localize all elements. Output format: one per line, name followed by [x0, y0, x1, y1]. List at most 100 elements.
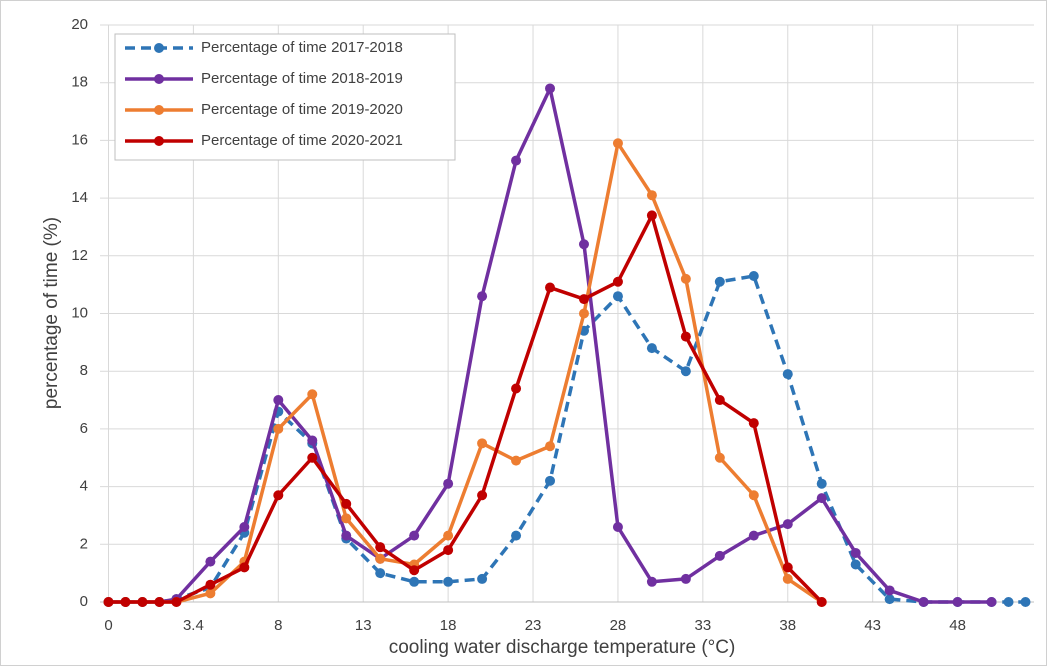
data-point: [171, 597, 182, 607]
x-tick-label: 0: [104, 617, 112, 634]
data-point: [782, 369, 793, 380]
data-point: [646, 190, 657, 201]
data-point: [748, 418, 759, 429]
data-point: [307, 389, 318, 400]
data-point: [341, 530, 352, 541]
data-point: [511, 383, 522, 394]
data-point: [375, 553, 386, 564]
data-point: [307, 435, 318, 446]
data-point: [782, 519, 793, 530]
data-point: [952, 597, 963, 607]
data-point: [137, 597, 148, 607]
x-axis-title: cooling water discharge temperature (°C): [389, 637, 736, 658]
data-point: [850, 559, 861, 570]
data-point: [816, 597, 827, 607]
data-point: [646, 576, 657, 587]
data-point: [680, 366, 691, 377]
data-point: [511, 155, 522, 166]
legend-box: [114, 33, 456, 161]
data-point: [307, 452, 318, 463]
x-tick-label: 28: [610, 617, 627, 634]
data-point: [477, 490, 488, 501]
data-point: [477, 438, 488, 449]
data-point: [239, 562, 250, 573]
data-point: [375, 542, 386, 553]
x-tick-label: 48: [949, 617, 966, 634]
data-point: [443, 478, 454, 489]
legend-marker: [154, 105, 164, 115]
data-point: [612, 521, 623, 532]
data-point: [578, 239, 589, 250]
data-point: [748, 270, 759, 281]
data-point: [680, 573, 691, 584]
data-point: [443, 576, 454, 587]
data-point: [714, 395, 725, 406]
legend-label: Percentage of time 2018-2019: [201, 70, 403, 87]
data-point: [154, 597, 165, 607]
data-point: [578, 308, 589, 319]
data-point: [409, 530, 420, 541]
y-tick-label: 18: [71, 74, 88, 91]
data-point: [443, 530, 454, 541]
x-tick-label: 38: [779, 617, 796, 634]
data-point: [239, 521, 250, 532]
data-point: [545, 475, 556, 486]
data-point: [646, 210, 657, 221]
data-point: [511, 455, 522, 466]
data-point: [816, 478, 827, 489]
data-point: [120, 597, 131, 607]
data-point: [714, 276, 725, 287]
data-point: [205, 588, 216, 599]
y-tick-label: 20: [71, 16, 88, 33]
x-tick-label: 33: [695, 617, 712, 634]
y-axis-title: percentage of time (%): [41, 217, 62, 409]
x-tick-label: 3.4: [183, 617, 204, 634]
data-point: [477, 291, 488, 302]
y-tick-label: 0: [80, 593, 88, 610]
data-point: [341, 498, 352, 509]
y-tick-label: 2: [80, 535, 88, 552]
data-point: [273, 423, 284, 434]
y-tick-label: 16: [71, 131, 88, 148]
legend-label: Percentage of time 2020-2021: [201, 132, 403, 149]
y-tick-label: 14: [71, 189, 88, 206]
data-point: [273, 490, 284, 501]
data-point: [612, 291, 623, 302]
data-point: [646, 343, 657, 354]
data-point: [748, 530, 759, 541]
data-point: [103, 597, 114, 607]
legend-marker: [154, 74, 164, 84]
x-tick-label: 43: [864, 617, 881, 634]
x-tick-label: 8: [274, 617, 282, 634]
data-point: [816, 493, 827, 504]
data-point: [205, 556, 216, 567]
data-point: [1020, 597, 1031, 607]
data-point: [850, 547, 861, 558]
legend-marker: [154, 43, 164, 53]
data-point: [409, 576, 420, 587]
data-point: [511, 530, 522, 541]
data-point: [714, 550, 725, 561]
y-tick-label: 6: [80, 420, 88, 437]
data-point: [545, 83, 556, 94]
data-point: [748, 490, 759, 501]
data-point: [341, 513, 352, 524]
data-point: [918, 597, 929, 607]
legend-label: Percentage of time 2017-2018: [201, 39, 403, 56]
data-point: [273, 395, 284, 406]
x-tick-label: 13: [355, 617, 372, 634]
data-point: [409, 565, 420, 576]
data-point: [680, 273, 691, 284]
data-point: [782, 562, 793, 573]
data-point: [545, 441, 556, 452]
data-point: [884, 594, 895, 605]
data-point: [612, 138, 623, 149]
legend-label: Percentage of time 2019-2020: [201, 101, 403, 118]
data-point: [375, 568, 386, 579]
y-tick-label: 8: [80, 362, 88, 379]
data-point: [443, 545, 454, 556]
data-point: [1003, 597, 1014, 607]
data-point: [578, 294, 589, 305]
data-point: [205, 579, 216, 590]
